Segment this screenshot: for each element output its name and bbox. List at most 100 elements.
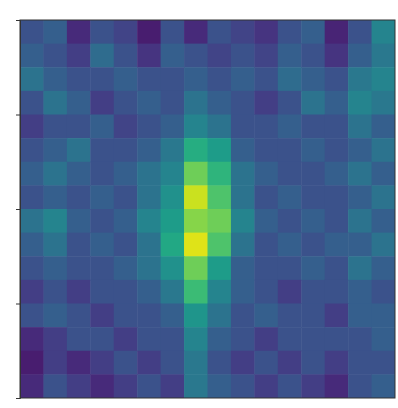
cell bbox=[184, 256, 208, 280]
cell bbox=[372, 374, 395, 398]
cell bbox=[231, 91, 255, 115]
cell bbox=[278, 20, 302, 44]
cell bbox=[348, 374, 372, 398]
y-tick bbox=[16, 115, 20, 116]
cell bbox=[20, 185, 44, 209]
cell bbox=[20, 209, 44, 233]
cell bbox=[184, 209, 208, 233]
cell bbox=[137, 280, 161, 304]
cell bbox=[20, 138, 44, 162]
y-tick bbox=[16, 304, 20, 305]
cell bbox=[208, 351, 232, 375]
cell bbox=[208, 44, 232, 68]
cell bbox=[43, 327, 67, 351]
cell bbox=[325, 20, 349, 44]
cell bbox=[67, 209, 91, 233]
cell bbox=[301, 185, 325, 209]
cell bbox=[278, 67, 302, 91]
cell bbox=[254, 304, 278, 328]
cell bbox=[348, 280, 372, 304]
cell bbox=[231, 209, 255, 233]
cell bbox=[137, 304, 161, 328]
cell bbox=[278, 138, 302, 162]
cell bbox=[348, 91, 372, 115]
cell bbox=[67, 304, 91, 328]
cell bbox=[301, 351, 325, 375]
cell bbox=[278, 44, 302, 68]
cell bbox=[325, 44, 349, 68]
cell bbox=[184, 115, 208, 139]
cell bbox=[325, 91, 349, 115]
y-tick-mark bbox=[16, 115, 20, 116]
cell bbox=[372, 304, 395, 328]
cell bbox=[43, 185, 67, 209]
cell bbox=[325, 351, 349, 375]
cell bbox=[137, 162, 161, 186]
cell bbox=[301, 280, 325, 304]
cell bbox=[301, 91, 325, 115]
cell bbox=[231, 374, 255, 398]
cell bbox=[372, 351, 395, 375]
cell bbox=[325, 138, 349, 162]
cell bbox=[114, 115, 138, 139]
cell bbox=[90, 138, 114, 162]
cell bbox=[20, 327, 44, 351]
cell bbox=[348, 162, 372, 186]
y-tick-mark bbox=[16, 209, 20, 210]
cell bbox=[67, 20, 91, 44]
cell bbox=[325, 209, 349, 233]
cell bbox=[184, 185, 208, 209]
cell bbox=[278, 115, 302, 139]
cell bbox=[231, 233, 255, 257]
cell bbox=[90, 209, 114, 233]
cell bbox=[90, 44, 114, 68]
cell bbox=[184, 20, 208, 44]
cell bbox=[208, 138, 232, 162]
cell bbox=[254, 374, 278, 398]
cell bbox=[231, 304, 255, 328]
cell bbox=[231, 44, 255, 68]
cell bbox=[254, 44, 278, 68]
cell bbox=[161, 374, 185, 398]
cell bbox=[20, 233, 44, 257]
cell bbox=[325, 304, 349, 328]
cell bbox=[67, 374, 91, 398]
cell bbox=[231, 351, 255, 375]
cell bbox=[254, 233, 278, 257]
cell bbox=[254, 351, 278, 375]
cell bbox=[231, 115, 255, 139]
cell bbox=[372, 327, 395, 351]
cell bbox=[301, 44, 325, 68]
cell bbox=[208, 304, 232, 328]
cell bbox=[161, 138, 185, 162]
cell bbox=[301, 162, 325, 186]
cell bbox=[20, 162, 44, 186]
cell bbox=[137, 351, 161, 375]
cell bbox=[208, 162, 232, 186]
cell bbox=[161, 91, 185, 115]
cell bbox=[114, 280, 138, 304]
cell bbox=[90, 233, 114, 257]
y-tick bbox=[16, 209, 20, 210]
cell bbox=[208, 233, 232, 257]
cell bbox=[43, 91, 67, 115]
cell bbox=[67, 280, 91, 304]
cell bbox=[208, 20, 232, 44]
cell bbox=[137, 185, 161, 209]
cell bbox=[184, 374, 208, 398]
cell bbox=[184, 351, 208, 375]
cell bbox=[114, 351, 138, 375]
cell bbox=[348, 304, 372, 328]
cell bbox=[43, 115, 67, 139]
cell bbox=[43, 374, 67, 398]
cell bbox=[67, 138, 91, 162]
cell bbox=[161, 67, 185, 91]
cell bbox=[372, 162, 395, 186]
cell bbox=[114, 233, 138, 257]
y-tick-mark bbox=[16, 304, 20, 305]
cell bbox=[43, 138, 67, 162]
cell bbox=[90, 67, 114, 91]
cell bbox=[114, 91, 138, 115]
cell bbox=[161, 185, 185, 209]
cell bbox=[325, 256, 349, 280]
